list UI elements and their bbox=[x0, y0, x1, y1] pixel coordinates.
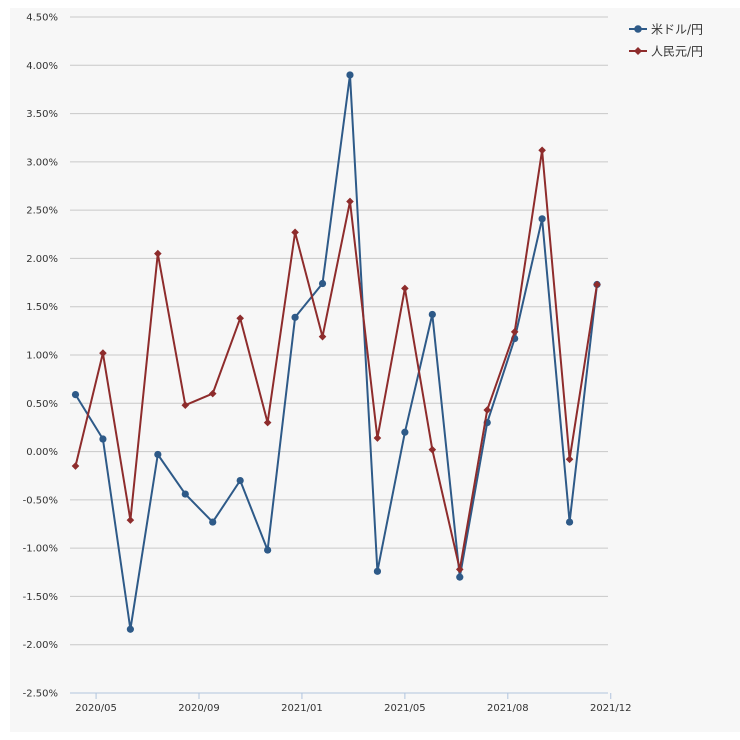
chart-area: 4.50% 4.00% 3.50% 3.00% 2.50% 2.00% 1.50% 1.00%… bbox=[10, 8, 740, 732]
legend-item[interactable]: 米ドル/円 bbox=[629, 23, 703, 37]
y-tick-label: -1.50% bbox=[23, 592, 58, 603]
y-tick-label: 0.50% bbox=[26, 399, 58, 410]
data-point[interactable] bbox=[291, 313, 299, 321]
data-point[interactable] bbox=[565, 455, 574, 464]
y-axis: 4.50% 4.00% 3.50% 3.00% 2.50% 2.00% 1.50% 1.00%… bbox=[23, 13, 58, 700]
gridlines bbox=[70, 16, 608, 694]
y-tick-label: 4.00% bbox=[26, 61, 58, 72]
data-point[interactable] bbox=[209, 518, 217, 526]
legend-label: 米ドル/円 bbox=[651, 23, 703, 37]
data-point[interactable] bbox=[456, 573, 464, 581]
data-point[interactable] bbox=[538, 146, 546, 155]
y-tick-label: 0.00% bbox=[26, 447, 58, 458]
data-point[interactable] bbox=[401, 284, 409, 293]
legend-label: 人民元/円 bbox=[651, 45, 703, 59]
legend-marker-circle-icon bbox=[634, 25, 642, 33]
data-point[interactable] bbox=[428, 445, 437, 454]
data-point[interactable] bbox=[291, 228, 299, 237]
y-tick-label: 1.00% bbox=[26, 351, 58, 362]
x-tick-label: 2021/05 bbox=[384, 703, 426, 714]
y-tick-label: -2.00% bbox=[23, 640, 58, 651]
legend-item[interactable]: 人民元/円 bbox=[629, 45, 703, 59]
y-tick-label: 1.50% bbox=[26, 302, 58, 313]
data-point[interactable] bbox=[236, 314, 244, 323]
data-point[interactable] bbox=[99, 349, 107, 357]
series-cny-jpy bbox=[71, 146, 601, 574]
data-point[interactable] bbox=[373, 567, 382, 575]
data-point[interactable] bbox=[236, 476, 244, 485]
data-point[interactable] bbox=[71, 462, 80, 470]
series-layer bbox=[71, 71, 601, 633]
data-point[interactable] bbox=[318, 332, 327, 341]
y-tick-label: 2.50% bbox=[26, 206, 58, 217]
y-tick-label: 2.00% bbox=[26, 254, 58, 265]
x-tick-label: 2020/09 bbox=[178, 703, 220, 714]
y-tick-label: 4.50% bbox=[26, 13, 58, 24]
data-point[interactable] bbox=[208, 389, 217, 398]
data-point[interactable] bbox=[263, 418, 272, 427]
data-point[interactable] bbox=[181, 490, 189, 498]
data-point[interactable] bbox=[593, 280, 601, 289]
series-usd-jpy bbox=[71, 71, 601, 633]
data-point[interactable] bbox=[538, 215, 546, 223]
data-point[interactable] bbox=[346, 71, 354, 79]
data-point[interactable] bbox=[565, 518, 574, 526]
line-chart: 4.50% 4.00% 3.50% 3.00% 2.50% 2.00% 1.50% 1.00%… bbox=[23, 13, 703, 715]
y-tick-label: -2.50% bbox=[23, 689, 58, 700]
y-tick-label: 3.50% bbox=[26, 109, 58, 120]
data-point[interactable] bbox=[181, 401, 190, 410]
data-point[interactable] bbox=[99, 435, 107, 443]
series-line bbox=[74, 73, 598, 631]
data-point[interactable] bbox=[71, 390, 80, 399]
y-tick-label: 3.00% bbox=[26, 157, 58, 168]
legend-marker-diamond-icon bbox=[634, 47, 642, 55]
data-point[interactable] bbox=[264, 546, 272, 554]
y-tick-label: -1.00% bbox=[23, 544, 58, 555]
data-point[interactable] bbox=[346, 197, 354, 206]
x-tick-label: 2021/12 bbox=[590, 703, 632, 714]
y-tick-label: -0.50% bbox=[23, 495, 58, 506]
series-line bbox=[74, 149, 598, 571]
data-point[interactable] bbox=[154, 249, 162, 258]
data-point[interactable] bbox=[510, 328, 519, 336]
data-point[interactable] bbox=[318, 279, 327, 288]
data-point[interactable] bbox=[401, 428, 409, 436]
x-tick-label: 2020/05 bbox=[75, 703, 117, 714]
x-tick-label: 2021/08 bbox=[487, 703, 529, 714]
data-point[interactable] bbox=[428, 310, 436, 319]
data-point[interactable] bbox=[154, 450, 162, 459]
data-point[interactable] bbox=[126, 516, 135, 524]
data-point[interactable] bbox=[483, 406, 492, 414]
data-point[interactable] bbox=[126, 625, 134, 633]
x-axis: 2020/05 2020/09 2021/01 2021/05 2021/08 2021/… bbox=[70, 692, 632, 714]
data-point[interactable] bbox=[455, 565, 464, 574]
x-tick-label: 2021/01 bbox=[281, 703, 323, 714]
data-point[interactable] bbox=[373, 434, 382, 442]
